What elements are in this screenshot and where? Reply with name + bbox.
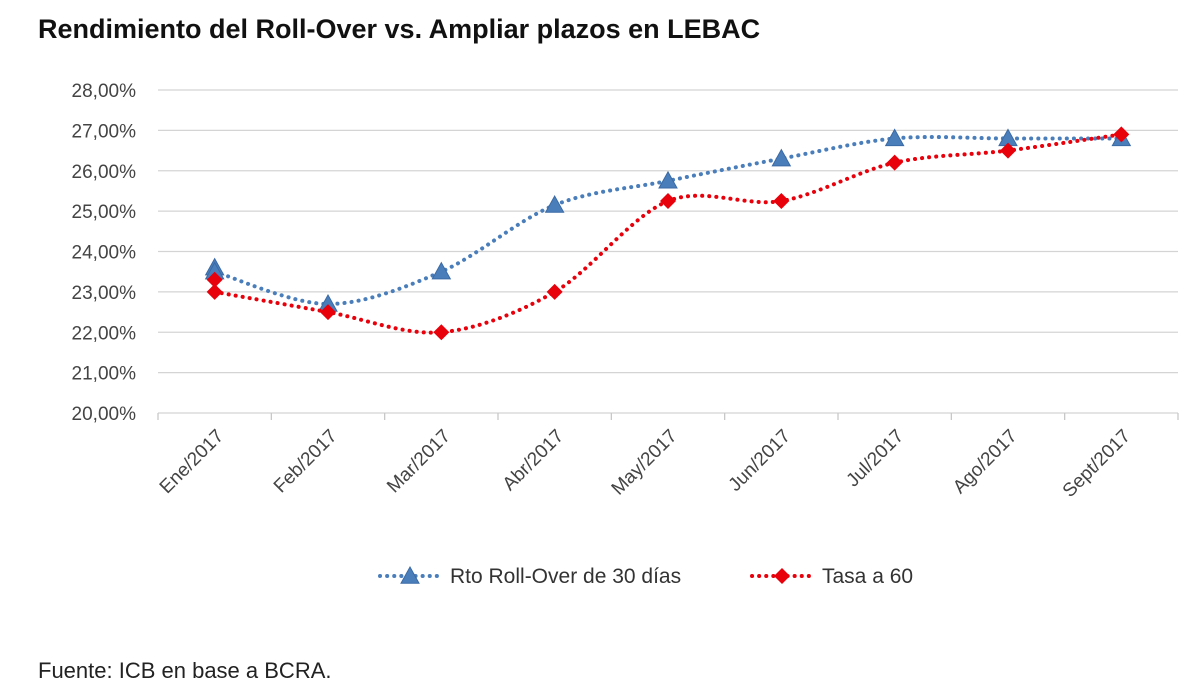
series-line <box>212 135 1124 306</box>
y-tick-label: 23,00% <box>72 283 137 304</box>
data-point <box>884 128 905 147</box>
data-point <box>1113 126 1130 143</box>
y-tick-label: 26,00% <box>72 162 137 183</box>
y-tick-label: 22,00% <box>72 323 137 344</box>
legend-item-1: Tasa a 60 <box>750 565 913 588</box>
legend: Rto Roll-Over de 30 días Tasa a 60 <box>378 565 913 588</box>
data-point <box>544 195 565 213</box>
y-tick-label: 27,00% <box>72 121 137 142</box>
data-point <box>886 154 903 171</box>
legend-label: Rto Roll-Over de 30 días <box>450 565 681 588</box>
legend-label: Tasa a 60 <box>822 565 913 588</box>
x-tick-label: Sept/2017 <box>1059 426 1135 502</box>
x-tick-label: Ago/2017 <box>949 426 1021 498</box>
data-point <box>658 170 678 189</box>
y-tick-label: 24,00% <box>72 243 137 264</box>
x-tick-label: Jun/2017 <box>725 426 795 496</box>
data-point <box>206 271 223 288</box>
x-tick-label: Ene/2017 <box>156 426 228 498</box>
legend-marker <box>774 568 790 584</box>
data-point <box>320 304 336 321</box>
legend-marker <box>400 565 420 584</box>
chart-title: Rendimiento del Roll-Over vs. Ampliar pl… <box>38 14 761 44</box>
legend-item-0: Rto Roll-Over de 30 días <box>378 565 681 588</box>
data-point <box>546 283 563 300</box>
x-tick-label: Mar/2017 <box>383 426 455 498</box>
x-tick-label: Jul/2017 <box>843 426 909 492</box>
x-tick-label: May/2017 <box>608 426 682 500</box>
source-note: Fuente: ICB en base a BCRA. <box>38 658 332 683</box>
y-axis: 20,00% 21,00% 22,00% 23,00% 24,00% 25,00% 26,0… <box>72 81 137 425</box>
y-tick-label: 28,00% <box>72 81 137 102</box>
data-point <box>1000 142 1016 159</box>
y-tick-label: 21,00% <box>72 364 137 385</box>
x-tick-label: Abr/2017 <box>499 426 568 495</box>
series-layer <box>204 126 1132 341</box>
data-point <box>771 148 792 167</box>
x-tick-label: Feb/2017 <box>270 426 342 498</box>
data-point <box>431 261 452 280</box>
data-point <box>206 283 223 300</box>
x-axis: Ene/2017 Feb/2017 Mar/2017 Abr/2017 May/2017… <box>156 413 1179 502</box>
series-0 <box>204 128 1132 312</box>
gridlines <box>158 89 1178 414</box>
y-tick-label: 20,00% <box>72 404 137 425</box>
series-1 <box>206 126 1130 341</box>
y-tick-label: 25,00% <box>72 202 137 223</box>
data-point <box>660 193 676 210</box>
data-point <box>433 324 450 341</box>
data-point <box>773 193 790 210</box>
